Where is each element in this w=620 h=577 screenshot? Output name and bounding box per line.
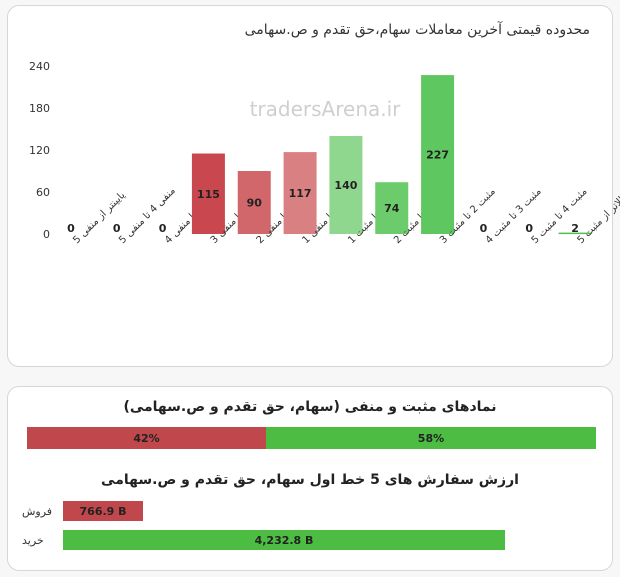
y-tick-label: 120 bbox=[29, 144, 50, 157]
bar bbox=[558, 232, 592, 235]
bar-value-label: 140 bbox=[334, 179, 357, 192]
breadth-title: نمادهای مثبت و منفی (سهام، حق تقدم و ص.س… bbox=[123, 399, 497, 415]
orders-title: ارزش سفارش های 5 خط اول سهام، حق تقدم و … bbox=[101, 472, 519, 488]
bar-value-label: 0 bbox=[113, 222, 121, 235]
bar-value-label: 2 bbox=[571, 222, 579, 235]
bar bbox=[237, 171, 271, 234]
bar bbox=[375, 182, 409, 234]
bar-value-label: 0 bbox=[159, 222, 167, 235]
bar-value-label: 0 bbox=[525, 222, 533, 235]
bar-value-label: 0 bbox=[480, 222, 488, 235]
chart-title: محدوده قیمتی آخرین معاملات سهام،حق تقدم … bbox=[244, 22, 590, 38]
buy-label: خرید bbox=[22, 534, 44, 547]
market-summary-card: نمادهای مثبت و منفی (سهام، حق تقدم و ص.س… bbox=[7, 386, 613, 571]
bar-value-label: 117 bbox=[289, 187, 312, 200]
sell-value-label: 766.9 B bbox=[79, 504, 127, 518]
negative-percent-label: 42% bbox=[133, 431, 160, 445]
buy-value-label: 4,232.8 B bbox=[254, 533, 314, 547]
watermark-text: tradersArena.ir bbox=[250, 97, 402, 121]
bar bbox=[329, 136, 363, 234]
bar bbox=[191, 153, 225, 234]
y-tick-label: 60 bbox=[36, 186, 50, 199]
sell-label: فروش bbox=[22, 505, 53, 518]
positive-percent-label: 58% bbox=[417, 431, 445, 445]
bar-value-label: 90 bbox=[247, 197, 263, 210]
bar-value-label: 0 bbox=[67, 222, 75, 235]
buy-orders-bar: 4,232.8 B bbox=[63, 530, 505, 550]
bar-value-label: 227 bbox=[426, 149, 449, 162]
y-tick-label: 240 bbox=[29, 60, 50, 73]
y-tick-label: 180 bbox=[29, 102, 50, 115]
positive-symbols-bar: 58% bbox=[265, 427, 596, 449]
bar-value-label: 115 bbox=[197, 188, 220, 201]
sell-orders-bar: 766.9 B bbox=[63, 501, 144, 521]
bar-value-label: 74 bbox=[384, 202, 400, 215]
negative-symbols-bar: 42% bbox=[27, 427, 266, 449]
bar bbox=[283, 152, 317, 234]
bar bbox=[421, 75, 455, 234]
y-tick-label: 0 bbox=[43, 228, 50, 241]
